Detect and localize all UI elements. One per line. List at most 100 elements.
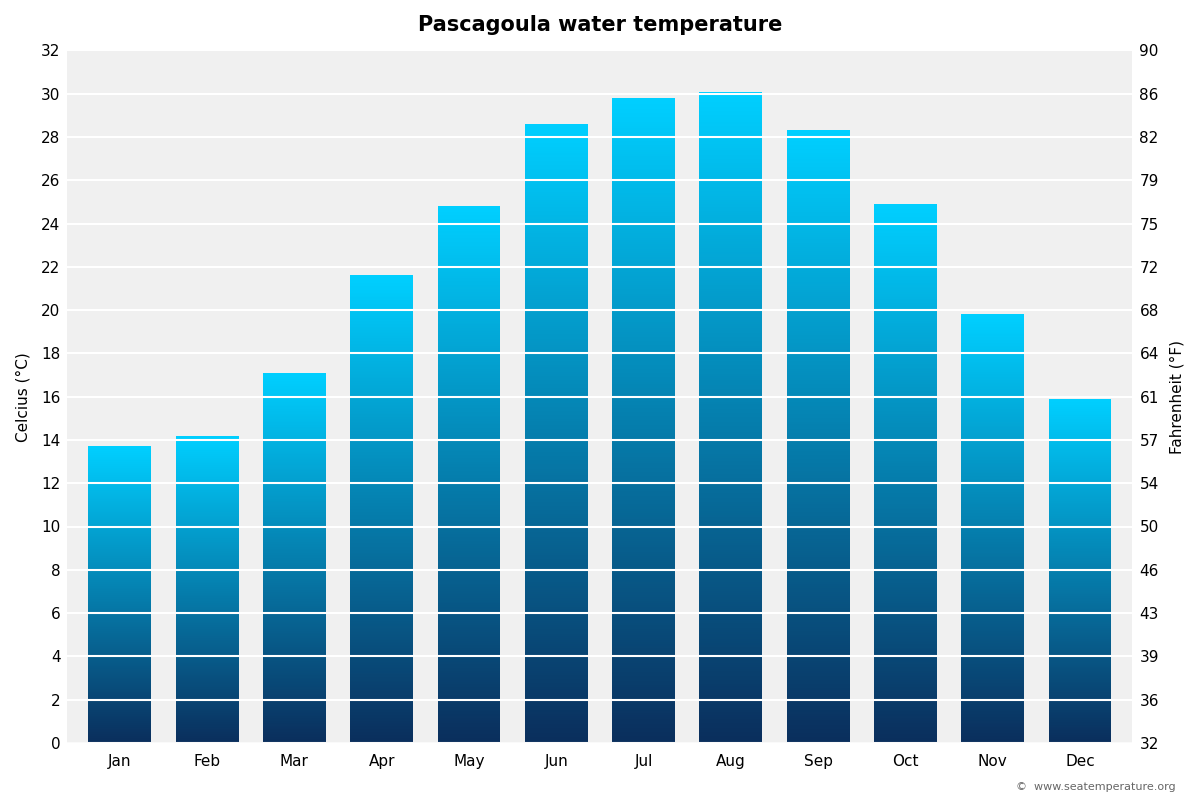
Bar [787,279,850,282]
Bar [350,464,413,466]
Bar [524,498,588,499]
Bar [787,404,850,406]
Bar [961,733,1024,734]
Bar [524,155,588,157]
Bar [700,510,762,513]
Bar [350,398,413,400]
Bar [524,528,588,530]
Bar [787,138,850,141]
Bar [1049,448,1111,450]
Bar [1049,535,1111,537]
Bar [700,270,762,272]
Bar [524,720,588,722]
Bar [438,690,500,691]
Bar [700,250,762,252]
Bar [350,637,413,638]
Bar [1049,460,1111,461]
Bar [175,532,239,533]
Bar [175,603,239,605]
Bar [1049,463,1111,464]
Bar [874,312,937,314]
Bar [89,614,151,615]
Bar [1049,545,1111,546]
Bar [524,217,588,219]
Bar [524,209,588,210]
Bar [787,298,850,300]
Bar [89,703,151,704]
Bar [612,235,676,238]
Bar [612,113,676,115]
Bar [700,365,762,367]
Bar [350,447,413,449]
Bar [263,632,326,633]
Bar [175,580,239,581]
Bar [874,684,937,686]
Bar [612,519,676,522]
Bar [787,506,850,508]
Bar [350,656,413,657]
Bar [700,346,762,348]
Bar [1049,494,1111,495]
Bar [700,157,762,159]
Bar [874,576,937,578]
Bar [89,665,151,666]
Bar [350,581,413,582]
Bar [1049,641,1111,642]
Bar [438,373,500,374]
Bar [700,593,762,595]
Bar [787,286,850,288]
Bar [612,538,676,541]
Bar [263,470,326,471]
Bar [1049,617,1111,618]
Bar [961,330,1024,331]
Bar [438,662,500,664]
Bar [89,647,151,648]
Bar [524,227,588,230]
Bar [350,291,413,293]
Bar [175,529,239,530]
Bar [89,510,151,512]
Bar [524,485,588,487]
Bar [874,364,937,366]
Bar [1049,683,1111,684]
Bar [350,601,413,602]
Bar [89,475,151,476]
Bar [787,490,850,492]
Bar [1049,596,1111,598]
Bar [89,673,151,674]
Bar [175,672,239,674]
Bar [612,98,676,100]
Bar [874,220,937,222]
Bar [612,343,676,346]
Bar [961,429,1024,430]
Bar [700,243,762,246]
Bar [263,630,326,632]
Bar [961,617,1024,618]
Bar [438,347,500,350]
Bar [350,400,413,402]
Bar [524,363,588,366]
Bar [524,631,588,634]
Bar [787,590,850,592]
Bar [263,438,326,439]
Bar [787,643,850,645]
Bar [874,726,937,729]
Bar [874,479,937,481]
Bar [438,450,500,451]
Bar [263,395,326,396]
Bar [787,594,850,596]
Bar [700,181,762,182]
Bar [175,715,239,716]
Bar [263,534,326,536]
Bar [89,500,151,501]
Bar [612,184,676,186]
Bar [89,557,151,558]
Bar [350,502,413,503]
Bar [700,191,762,194]
Bar [612,238,676,240]
Bar [175,501,239,502]
Bar [700,315,762,318]
Bar [524,351,588,353]
Bar [524,586,588,588]
Bar [175,650,239,652]
